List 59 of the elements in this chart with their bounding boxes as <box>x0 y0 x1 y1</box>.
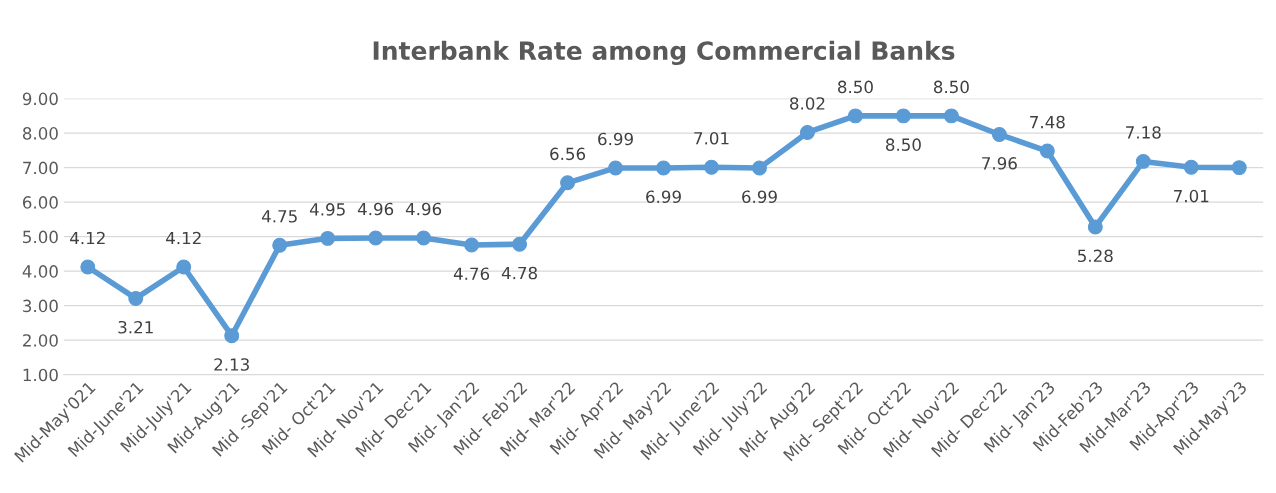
data-label: 4.76 <box>453 267 490 281</box>
point <box>512 236 528 252</box>
y-tick-label: 5.00 <box>23 230 58 244</box>
y-tick-label: 3.00 <box>23 299 58 313</box>
y-tick-label: 7.00 <box>23 161 58 175</box>
data-label: 6.99 <box>646 190 681 204</box>
y-tick-label: 8.00 <box>22 127 58 140</box>
data-label: 4.96 <box>405 202 442 216</box>
data-label: 4.78 <box>501 266 537 280</box>
point <box>224 328 240 344</box>
point <box>464 237 480 253</box>
point <box>656 160 671 176</box>
data-label: 7.01 <box>694 131 729 145</box>
data-label: 6.56 <box>550 147 586 161</box>
y-tick-label: 6.00 <box>22 196 58 209</box>
point <box>560 175 576 191</box>
point <box>1039 143 1055 159</box>
point <box>608 160 624 176</box>
point <box>272 237 288 253</box>
y-tick-label: 9.00 <box>22 92 58 106</box>
data-label: 8.50 <box>933 80 969 94</box>
data-label: 4.96 <box>357 202 394 216</box>
point <box>1183 159 1199 175</box>
point <box>1135 153 1151 169</box>
data-label: 4.12 <box>166 231 201 245</box>
y-tick-label: 2.00 <box>23 334 58 347</box>
data-label: 5.28 <box>1078 249 1113 263</box>
data-label: 6.99 <box>742 190 777 204</box>
point <box>991 127 1007 142</box>
point <box>943 108 959 124</box>
point <box>752 160 767 176</box>
data-label: 4.95 <box>309 203 345 216</box>
data-label: 8.50 <box>838 80 873 94</box>
data-label: 3.21 <box>118 320 153 334</box>
y-tick-label: 1.00 <box>23 368 58 382</box>
point <box>847 108 863 124</box>
point <box>895 108 911 124</box>
data-label: 7.96 <box>982 157 1017 170</box>
data-label: 4.12 <box>70 231 105 245</box>
data-label: 8.50 <box>885 138 921 151</box>
point <box>704 159 719 175</box>
chart-title: Interbank Rate among Commercial Banks <box>373 40 955 66</box>
point <box>80 259 96 275</box>
data-label: 4.75 <box>261 210 297 223</box>
point <box>416 230 432 246</box>
point <box>368 230 384 246</box>
point <box>176 259 192 275</box>
y-tick-label: 4.00 <box>22 265 58 278</box>
data-label: 6.99 <box>598 132 633 146</box>
data-label: 7.01 <box>1174 189 1209 203</box>
point <box>320 230 336 246</box>
data-label: 8.02 <box>790 97 825 110</box>
point <box>1087 219 1103 235</box>
data-label: 7.48 <box>1030 115 1065 129</box>
point <box>128 290 144 306</box>
point <box>799 124 815 140</box>
data-label: 7.18 <box>1126 126 1161 139</box>
point <box>1231 160 1247 176</box>
data-label: 2.13 <box>214 358 249 371</box>
